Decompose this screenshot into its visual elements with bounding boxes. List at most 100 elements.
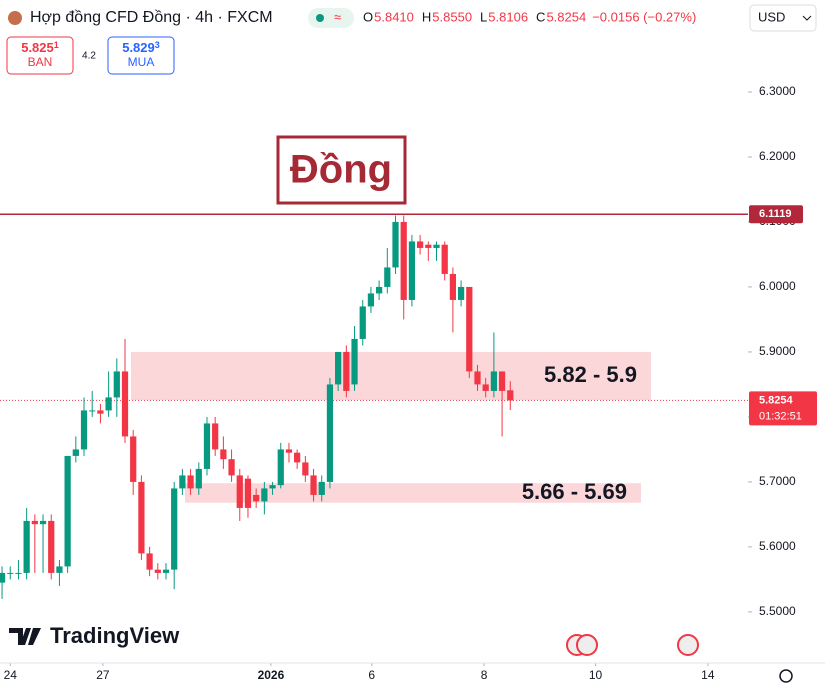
candle-body — [318, 481, 325, 495]
sell-label: BAN — [28, 55, 53, 69]
event-flag[interactable] — [677, 634, 699, 656]
candle-body — [89, 410, 96, 412]
candle-body — [474, 371, 481, 385]
y-tick-label: 5.6000 — [759, 539, 796, 553]
legend-key: O — [363, 9, 373, 24]
candle-body — [48, 520, 55, 573]
legend-change: −0.0156 (−0.27%) — [592, 9, 696, 24]
candle-body — [507, 390, 514, 401]
zone — [131, 351, 651, 401]
x-tick-label: 10 — [589, 668, 603, 682]
status-badge — [308, 8, 354, 28]
event-flag[interactable] — [576, 634, 598, 656]
zone-label: 5.66 - 5.69 — [522, 479, 627, 504]
candle-body — [433, 244, 440, 248]
x-tick-label: 14 — [701, 668, 715, 682]
candle-body — [179, 475, 186, 489]
x-tick-label: 27 — [96, 668, 110, 682]
candle-body — [195, 468, 202, 489]
x-tick-label: 6 — [368, 668, 375, 682]
last-price-label: 5.8254 — [759, 394, 794, 406]
candle-body — [359, 306, 366, 339]
candle-body — [220, 449, 227, 460]
candle-body — [72, 449, 79, 456]
zone-label: 5.82 - 5.9 — [544, 362, 637, 387]
y-tick-label: 5.7000 — [759, 474, 796, 488]
legend-key: L — [480, 9, 487, 24]
candle-body — [162, 569, 170, 573]
candle-body — [7, 572, 14, 574]
dropdown-arrow — [802, 15, 812, 21]
candle-body — [236, 475, 243, 508]
candle-body — [130, 436, 137, 482]
candle-body — [212, 423, 219, 450]
candle-body — [269, 485, 276, 489]
candle-body — [449, 273, 457, 300]
y-tick-label: 5.5000 — [759, 604, 796, 618]
y-tick-label: 5.9000 — [759, 344, 796, 358]
candle-body — [138, 481, 145, 554]
status-icon: ≈ — [334, 9, 341, 24]
candle-body — [392, 221, 399, 268]
settings-icon[interactable] — [779, 669, 793, 683]
candle-body — [457, 286, 465, 300]
candle-body — [498, 371, 506, 391]
symbol-icon — [8, 11, 22, 25]
candle-body — [376, 286, 383, 294]
y-tick-label: 6.0000 — [759, 279, 796, 293]
ohlc-legend: O 5.8410 H 5.8550 L 5.8106 C 5.8254 −0.0156 (−0.… — [363, 9, 696, 24]
logo-mark — [9, 628, 41, 645]
legend-value: 5.8106 — [488, 9, 528, 24]
legend-value: 5.8254 — [546, 9, 586, 24]
candle-body — [294, 452, 301, 463]
candle-body — [154, 569, 161, 573]
candle-body — [351, 338, 358, 385]
candle-body — [261, 488, 268, 502]
candle-body — [97, 410, 104, 414]
candle-body — [244, 478, 252, 508]
candle-body — [187, 475, 194, 489]
candle-body — [416, 241, 424, 248]
candle-body — [425, 244, 432, 248]
candle-body — [277, 449, 284, 486]
currency-button[interactable] — [749, 4, 817, 32]
candle-body — [466, 286, 473, 372]
candle-body — [400, 221, 407, 300]
buy-label: MUA — [128, 55, 155, 69]
candle-body — [408, 241, 416, 300]
candle-body — [23, 520, 30, 573]
buy-button[interactable] — [107, 36, 175, 75]
candle-body — [253, 494, 260, 502]
sell-price-digit: 1 — [54, 40, 59, 50]
legend-key: C — [536, 9, 545, 24]
status-dot — [316, 14, 324, 22]
candle-body — [310, 475, 317, 495]
sell-price-main: 5.825 — [21, 40, 54, 55]
sell-button[interactable] — [6, 36, 74, 75]
candle-body — [335, 351, 342, 385]
legend-key: H — [422, 9, 431, 24]
candle-body — [39, 520, 47, 525]
zone — [185, 483, 641, 503]
candle-body — [15, 572, 22, 574]
candle-body — [343, 351, 350, 391]
legend-value: 5.8550 — [432, 9, 472, 24]
candle-body — [367, 293, 375, 307]
y-tick-label: 6.3000 — [759, 84, 796, 98]
candle-body — [121, 371, 129, 437]
candle-body — [482, 384, 489, 391]
chart-title: Hợp đồng CFD Đồng · 4h · FXCM — [30, 9, 273, 26]
candle-body — [384, 267, 391, 287]
x-tick-label: 8 — [481, 668, 488, 682]
x-tick-label: 2026 — [258, 668, 285, 682]
candle-body — [80, 410, 88, 450]
candle-body — [441, 244, 448, 274]
candle-body — [0, 572, 6, 583]
resistance-label-bg — [749, 205, 803, 224]
candle-body — [228, 459, 235, 476]
candle-body — [105, 397, 112, 411]
candle-body — [113, 371, 120, 398]
annotation-box — [276, 135, 407, 205]
